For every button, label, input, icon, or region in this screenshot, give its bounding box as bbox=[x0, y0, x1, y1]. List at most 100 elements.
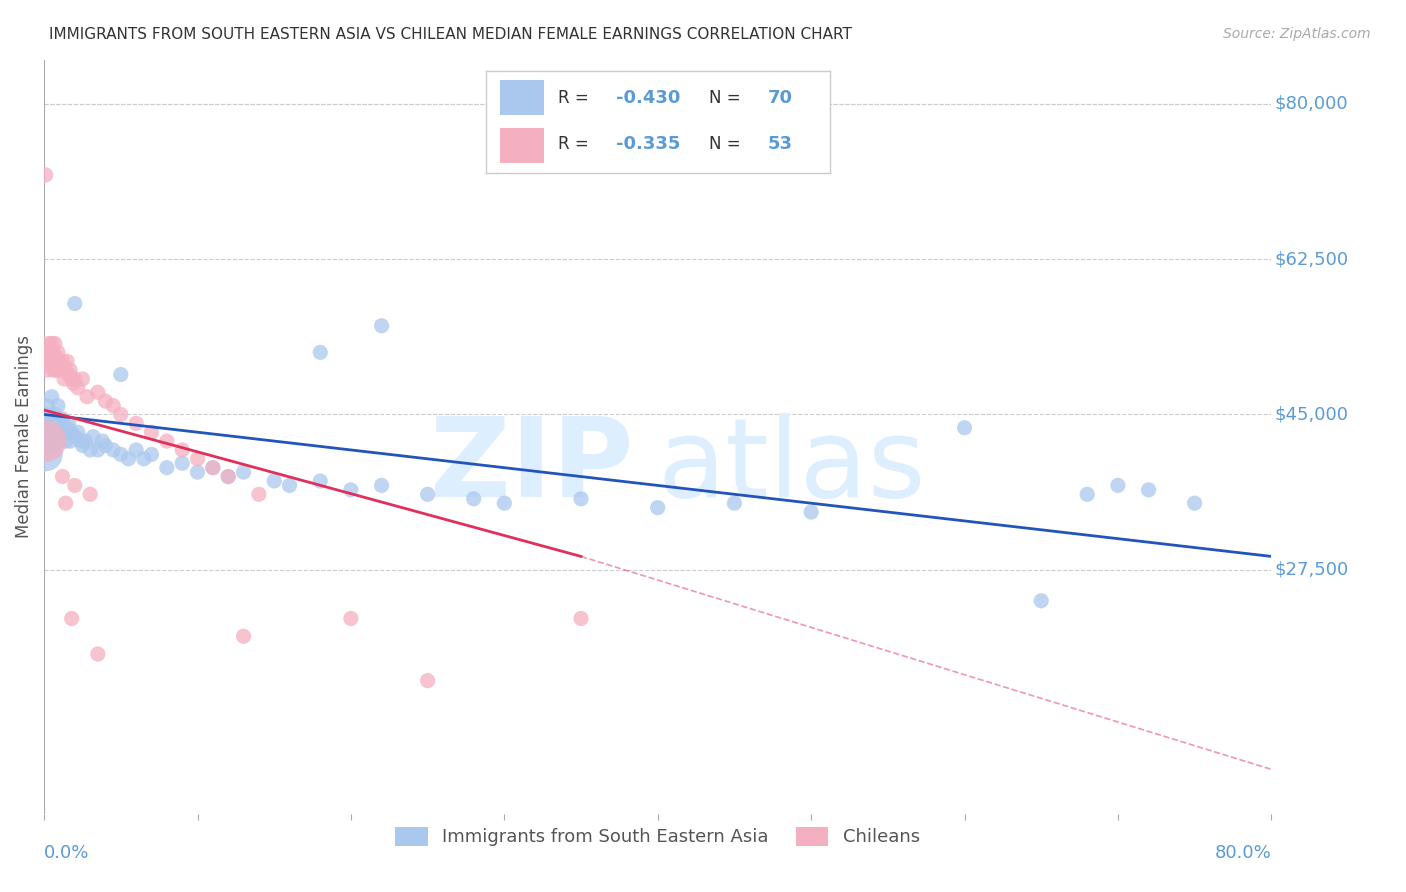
Point bbox=[59, 363, 82, 377]
Point bbox=[41, 354, 63, 368]
Point bbox=[125, 417, 148, 431]
Point bbox=[60, 372, 83, 386]
Point bbox=[39, 345, 62, 359]
Point bbox=[278, 478, 301, 492]
Point bbox=[44, 336, 66, 351]
Point bbox=[370, 318, 392, 333]
Point bbox=[51, 469, 73, 483]
Point bbox=[101, 442, 124, 457]
Point bbox=[723, 496, 745, 510]
Point bbox=[63, 296, 86, 310]
Point bbox=[87, 385, 110, 400]
Point bbox=[49, 425, 72, 440]
Point bbox=[76, 390, 98, 404]
Point bbox=[800, 505, 823, 519]
Text: IMMIGRANTS FROM SOUTH EASTERN ASIA VS CHILEAN MEDIAN FEMALE EARNINGS CORRELATION: IMMIGRANTS FROM SOUTH EASTERN ASIA VS CH… bbox=[49, 27, 852, 42]
Point bbox=[1076, 487, 1098, 501]
Point bbox=[186, 451, 208, 466]
Point bbox=[45, 350, 67, 364]
Point bbox=[37, 345, 59, 359]
Point bbox=[463, 491, 485, 506]
Point bbox=[141, 425, 163, 440]
Point bbox=[1031, 594, 1053, 608]
Point bbox=[1107, 478, 1129, 492]
Text: $27,500: $27,500 bbox=[1275, 561, 1350, 579]
Point bbox=[46, 421, 69, 435]
Point bbox=[56, 354, 79, 368]
Point bbox=[172, 456, 194, 470]
Point bbox=[42, 363, 65, 377]
Point bbox=[370, 478, 392, 492]
Legend: Immigrants from South Eastern Asia, Chileans: Immigrants from South Eastern Asia, Chil… bbox=[388, 820, 927, 854]
Point bbox=[41, 336, 63, 351]
Point bbox=[569, 491, 592, 506]
Point bbox=[51, 412, 73, 426]
Point bbox=[58, 368, 80, 382]
Point bbox=[132, 451, 155, 466]
Point bbox=[79, 487, 101, 501]
Point bbox=[48, 354, 70, 368]
Text: $45,000: $45,000 bbox=[1275, 406, 1348, 424]
Point bbox=[117, 451, 139, 466]
Point bbox=[87, 442, 110, 457]
Point bbox=[60, 425, 83, 440]
Point bbox=[66, 425, 89, 440]
Point bbox=[56, 421, 79, 435]
Point bbox=[38, 354, 60, 368]
Point bbox=[79, 442, 101, 457]
Point bbox=[45, 363, 67, 377]
Point bbox=[39, 412, 62, 426]
Point bbox=[38, 434, 60, 448]
Point bbox=[55, 496, 77, 510]
Point bbox=[110, 368, 132, 382]
Point bbox=[44, 425, 66, 440]
Point bbox=[217, 469, 239, 483]
Point bbox=[75, 434, 97, 448]
Text: $80,000: $80,000 bbox=[1275, 95, 1348, 113]
Point bbox=[58, 417, 80, 431]
Point bbox=[91, 434, 114, 448]
Point bbox=[217, 469, 239, 483]
Point bbox=[37, 363, 59, 377]
Text: $62,500: $62,500 bbox=[1275, 251, 1350, 268]
Point bbox=[46, 363, 69, 377]
Point bbox=[38, 408, 60, 422]
Point bbox=[416, 673, 439, 688]
Point bbox=[42, 430, 65, 444]
Text: 80.0%: 80.0% bbox=[1215, 844, 1271, 862]
Text: atlas: atlas bbox=[658, 413, 927, 520]
Point bbox=[59, 434, 82, 448]
Point bbox=[63, 478, 86, 492]
Point bbox=[953, 421, 976, 435]
Text: ZIP: ZIP bbox=[430, 413, 633, 520]
Point bbox=[87, 647, 110, 661]
Point bbox=[55, 363, 77, 377]
Point bbox=[647, 500, 669, 515]
Point bbox=[1137, 483, 1160, 497]
Point bbox=[55, 434, 77, 448]
Point bbox=[494, 496, 516, 510]
Point bbox=[309, 345, 332, 359]
Point bbox=[51, 354, 73, 368]
Point bbox=[39, 442, 62, 457]
Point bbox=[1184, 496, 1206, 510]
Point bbox=[45, 438, 67, 452]
Point bbox=[309, 474, 332, 488]
Point bbox=[72, 372, 94, 386]
Point bbox=[39, 359, 62, 373]
Point bbox=[186, 465, 208, 479]
Point bbox=[263, 474, 285, 488]
Point bbox=[42, 345, 65, 359]
Point bbox=[101, 399, 124, 413]
Point bbox=[53, 372, 76, 386]
Point bbox=[60, 611, 83, 625]
Point bbox=[172, 442, 194, 457]
Point bbox=[247, 487, 270, 501]
Point bbox=[70, 434, 93, 448]
Point bbox=[201, 460, 224, 475]
Point bbox=[416, 487, 439, 501]
Point bbox=[82, 430, 104, 444]
Point bbox=[38, 336, 60, 351]
Point bbox=[110, 447, 132, 461]
Point bbox=[569, 611, 592, 625]
